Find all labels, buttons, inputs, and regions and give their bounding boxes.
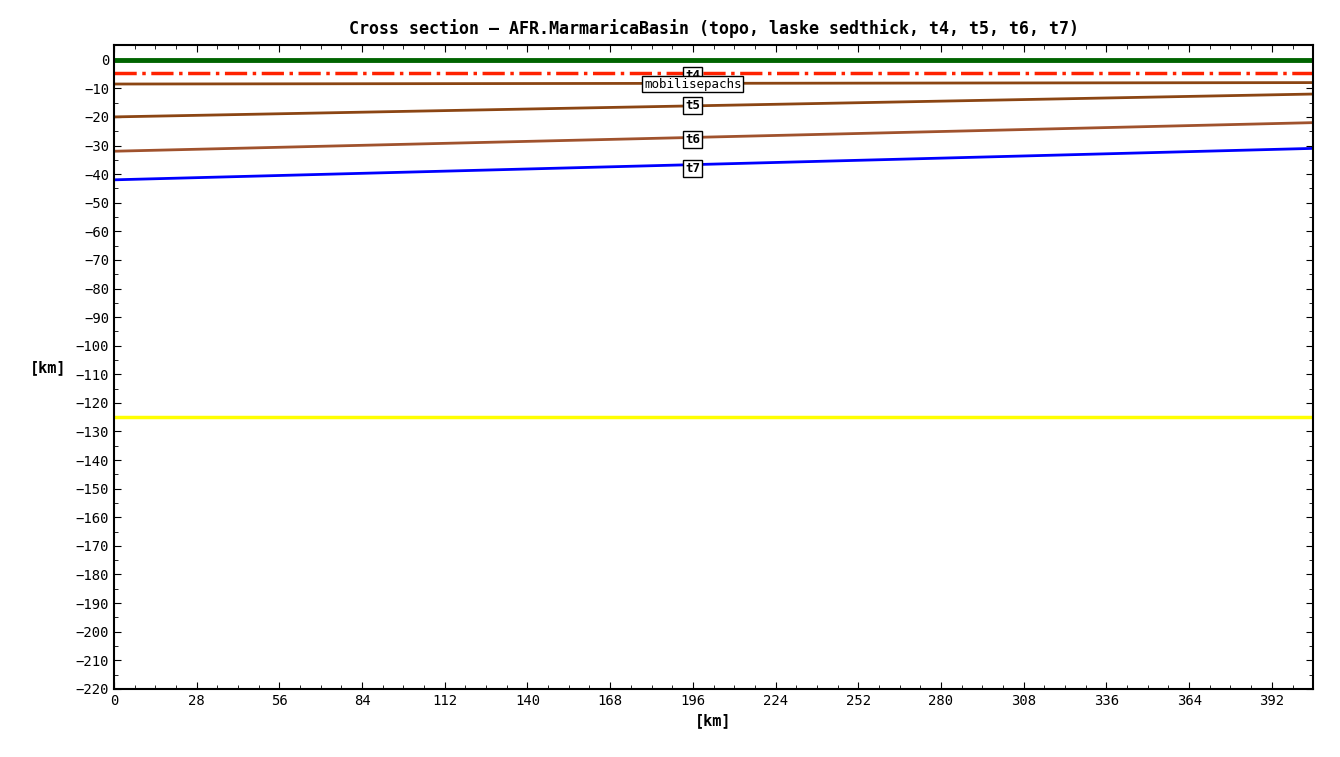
Y-axis label: [km]: [km] — [29, 360, 66, 375]
Text: t4: t4 — [685, 69, 701, 82]
Text: t6: t6 — [685, 133, 701, 146]
Text: mobilisepachs: mobilisepachs — [645, 77, 741, 91]
Text: t5: t5 — [685, 99, 701, 112]
Text: t7: t7 — [685, 162, 701, 175]
Title: Cross section – AFR.MarmaricaBasin (topo, laske sedthick, t4, t5, t6, t7): Cross section – AFR.MarmaricaBasin (topo… — [348, 20, 1079, 39]
X-axis label: [km]: [km] — [695, 713, 732, 728]
